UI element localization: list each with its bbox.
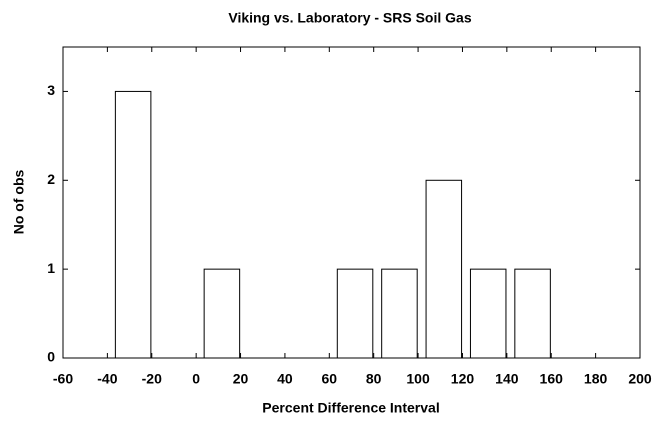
x-tick-label: 180 xyxy=(584,371,608,387)
bar xyxy=(381,268,418,359)
x-tick-label: 200 xyxy=(628,371,652,387)
bar xyxy=(203,268,241,359)
bar xyxy=(425,179,463,359)
chart-title: Viking vs. Laboratory - SRS Soil Gas xyxy=(228,10,471,26)
bar xyxy=(114,90,152,359)
x-axis-label: Percent Difference Interval xyxy=(262,400,439,416)
x-tick-label: -20 xyxy=(142,371,162,387)
y-tick-label: 2 xyxy=(47,171,55,187)
x-tick-label: 0 xyxy=(192,371,200,387)
x-tick-label: -40 xyxy=(97,371,117,387)
x-tick-label: 100 xyxy=(406,371,430,387)
y-tick-label: 1 xyxy=(47,260,55,276)
x-tick-label: -60 xyxy=(53,371,73,387)
x-tick-label: 60 xyxy=(322,371,338,387)
x-tick-label: 20 xyxy=(233,371,249,387)
y-tick-label: 3 xyxy=(47,82,55,98)
y-axis-label: No of obs xyxy=(11,170,27,235)
x-tick-label: 40 xyxy=(277,371,293,387)
y-tick-label: 0 xyxy=(47,349,55,365)
bar xyxy=(469,268,507,359)
x-tick-label: 120 xyxy=(451,371,475,387)
x-tick-label: 160 xyxy=(540,371,564,387)
bar xyxy=(514,268,551,359)
bar xyxy=(336,268,374,359)
x-tick-label: 140 xyxy=(495,371,519,387)
x-tick-label: 80 xyxy=(366,371,382,387)
plot-frame xyxy=(62,46,641,359)
